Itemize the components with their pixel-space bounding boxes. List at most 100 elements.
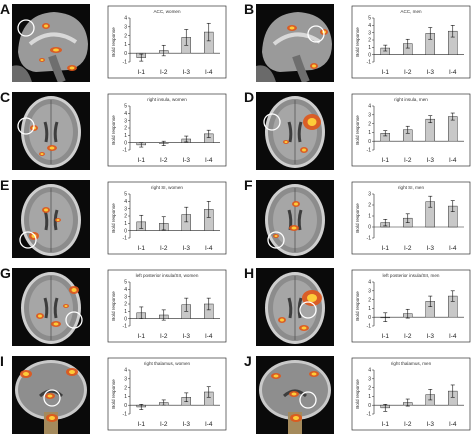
x-tick-label: I-2 [160, 69, 168, 76]
chart-title: right thalamus, men [391, 361, 432, 366]
roi-circle [65, 311, 83, 329]
x-tick-label: I-1 [381, 157, 389, 164]
panel-label: I [0, 353, 4, 369]
bar-chart: right insula, women Bold response -1 0 1 2 3 4 5… [107, 93, 227, 167]
y-tick-label: 0 [124, 316, 127, 322]
x-tick-label: I-1 [381, 421, 389, 428]
chart-frame [107, 93, 227, 167]
y-tick-label: 1 [368, 130, 371, 136]
y-tick-label: -1 [123, 60, 128, 66]
ventricles [43, 297, 59, 319]
y-tick-label: 2 [368, 38, 371, 44]
y-tick-label: 0 [124, 403, 127, 409]
x-tick-label: I-1 [381, 245, 389, 252]
y-tick-label: 3 [368, 192, 371, 198]
y-tick-label: 2 [368, 297, 371, 303]
roi-circle [299, 301, 317, 319]
activation-peak [291, 226, 297, 230]
y-tick-label: 5 [124, 192, 127, 198]
x-tick-label: I-1 [137, 333, 145, 340]
x-tick-label: I-1 [381, 333, 389, 340]
activation-peak [312, 64, 316, 68]
activation-peak [302, 148, 306, 152]
activation-peak [53, 48, 59, 52]
x-tick-label: I-1 [137, 245, 145, 252]
y-axis-label: Bold response [111, 203, 116, 233]
brainstem [48, 54, 66, 82]
y-tick-label: 1 [124, 221, 127, 227]
y-tick-label: 0 [368, 403, 371, 409]
x-tick-label: I-3 [426, 157, 434, 164]
roi-circle [19, 231, 37, 249]
y-axis-label: Bold response [355, 27, 360, 57]
y-tick-label: 2 [124, 302, 127, 308]
panel-label: C [0, 89, 11, 105]
bar-chart: right insula, men Bold response -1 0 1 2 3 4 I-1… [351, 93, 471, 167]
y-tick-label: 0 [368, 315, 371, 321]
x-tick-label: I-2 [404, 157, 412, 164]
chart-title: right SI, women [151, 185, 183, 190]
y-tick-label: 2 [368, 203, 371, 209]
corpus-callosum [272, 32, 322, 46]
y-tick-label: 5 [368, 16, 371, 22]
y-axis-label: Bold response [355, 203, 360, 233]
activation-peak [44, 24, 48, 28]
panel-label: H [244, 265, 255, 281]
y-tick-label: 1 [124, 42, 127, 48]
y-tick-label: -1 [367, 60, 372, 66]
roi-circle [263, 113, 281, 131]
x-tick-label: I-4 [449, 333, 457, 340]
panel-label: F [244, 177, 253, 193]
ventricles [287, 297, 303, 319]
brain-scan-axial [12, 180, 90, 258]
y-tick-label: 3 [124, 118, 127, 124]
y-tick-label: 3 [124, 25, 127, 31]
y-tick-label: 2 [368, 385, 371, 391]
ventricles [38, 389, 64, 398]
roi-circle [299, 391, 317, 409]
face-tissue [12, 65, 32, 82]
panel-label: G [0, 265, 11, 281]
activation-peak [311, 372, 317, 376]
y-tick-label: 2 [124, 126, 127, 132]
x-tick-label: I-2 [160, 421, 168, 428]
y-tick-label: 3 [368, 289, 371, 295]
y-tick-label: 0 [124, 51, 127, 57]
activation-peak [293, 416, 299, 420]
x-tick-label: I-4 [205, 245, 213, 252]
brain-tissue [262, 12, 332, 72]
x-tick-label: I-3 [182, 421, 190, 428]
y-axis-label: Bold response [111, 27, 116, 57]
x-tick-label: I-1 [137, 157, 145, 164]
x-tick-label: I-4 [205, 421, 213, 428]
x-tick-label: I-1 [137, 421, 145, 428]
y-tick-label: 5 [124, 104, 127, 110]
y-tick-label: 2 [124, 214, 127, 220]
roi-circle [17, 117, 35, 135]
y-tick-label: 4 [124, 199, 127, 205]
x-tick-label: I-2 [404, 333, 412, 340]
x-tick-label: I-2 [160, 245, 168, 252]
x-tick-label: I-4 [205, 157, 213, 164]
ventricles [43, 121, 59, 143]
activation-peak [40, 153, 44, 155]
ventricles [282, 389, 308, 398]
x-tick-label: I-1 [381, 69, 389, 76]
activation-peak [284, 141, 288, 143]
y-tick-label: 1 [368, 306, 371, 312]
x-tick-label: I-3 [182, 157, 190, 164]
activation-peak [69, 66, 75, 70]
y-tick-label: 0 [368, 52, 371, 58]
brain-scan-axial [12, 92, 90, 170]
chart-title: ACC, men [400, 9, 422, 14]
y-tick-label: -1 [123, 236, 128, 242]
bar-chart: right thalamus, men Bold response -1 0 1 2 3 4 I… [351, 357, 471, 431]
y-axis-label: Bold response [355, 379, 360, 409]
activation-peak [49, 416, 55, 420]
ventricles [287, 121, 303, 143]
y-tick-label: 4 [124, 368, 127, 374]
